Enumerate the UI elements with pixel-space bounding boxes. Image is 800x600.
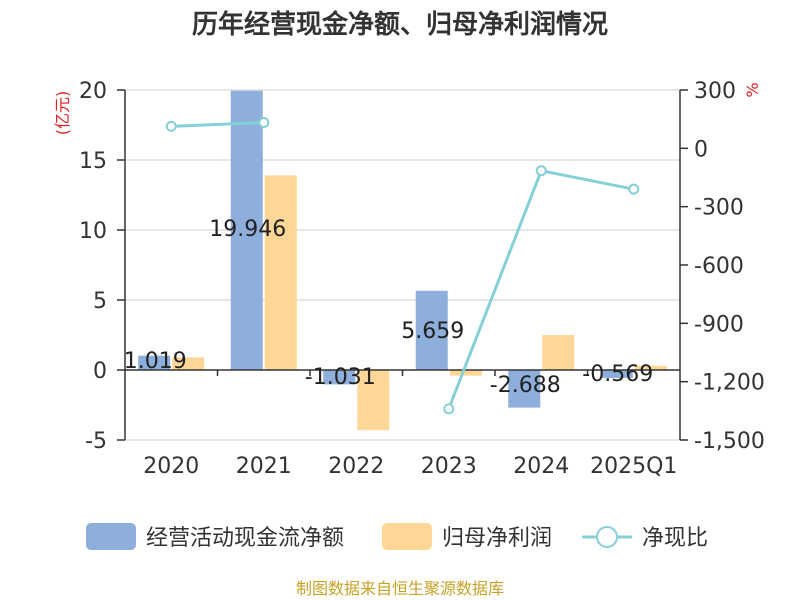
x-tick-label: 2020 — [143, 454, 199, 479]
y-left-tick-label: 10 — [79, 219, 107, 244]
bar-net-profit — [634, 365, 667, 370]
x-tick-label: 2023 — [421, 454, 477, 479]
source-note: 制图数据来自恒生聚源数据库 — [296, 579, 504, 598]
legend-swatch-net-profit — [382, 523, 432, 550]
data-labels: 1.019 19.946 -1.031 5.659 -2.688 -0.569 — [124, 217, 653, 398]
y-left-tick-label: 20 — [79, 79, 107, 104]
y-right-tick-label: -600 — [694, 254, 744, 279]
y-right-unit-label: % — [743, 82, 762, 97]
ratio-point — [628, 183, 640, 195]
legend-swatch-cash-flow — [86, 523, 136, 550]
bar-cash-flow — [230, 90, 263, 371]
grid-lines — [125, 89, 680, 441]
y-right-tick-label: -300 — [694, 196, 744, 221]
bar-net-profit — [449, 370, 482, 376]
bar-net-profit — [264, 175, 297, 370]
x-tick-label: 2021 — [236, 454, 292, 479]
legend-swatch-ratio-marker — [596, 526, 618, 548]
y-left-tick-label: -5 — [85, 429, 107, 454]
ratio-line — [171, 120, 264, 128]
bar-cash-flow — [323, 370, 356, 385]
y-right-tick-label: 0 — [694, 137, 708, 162]
ratio-line-series — [165, 116, 640, 415]
y-left-tick-label: 5 — [93, 289, 107, 314]
data-label-cash-flow: -2.688 — [490, 373, 561, 398]
data-label-cash-flow: 19.946 — [209, 217, 286, 242]
legend[interactable]: 经营活动现金流净额 归母净利润 净现比 — [86, 523, 708, 551]
data-label-cash-flow: -0.569 — [582, 362, 653, 387]
data-label-cash-flow: 5.659 — [401, 319, 464, 344]
x-tick-label: 2024 — [513, 454, 569, 479]
y-right-tick-label: -1,500 — [694, 429, 765, 454]
bar-net-profit — [357, 370, 390, 431]
bar-series — [138, 90, 667, 431]
legend-label-ratio: 净现比 — [642, 526, 708, 551]
bar-cash-flow — [138, 355, 171, 370]
x-tick-label: 2025Q1 — [590, 454, 677, 479]
y-right-tick-label: 300 — [694, 79, 736, 104]
ratio-point — [443, 403, 455, 415]
ratio-point — [535, 165, 547, 177]
y-right-tick-label: -1,200 — [694, 371, 765, 396]
data-label-cash-flow: -1.031 — [305, 365, 376, 390]
y-right-tick-label: -900 — [694, 312, 744, 337]
bar-cash-flow — [415, 290, 448, 370]
bar-cash-flow — [600, 370, 633, 378]
bar-net-profit — [542, 335, 575, 370]
y-left-tick-label: 0 — [93, 359, 107, 384]
ratio-point — [258, 116, 270, 128]
axes: 20 15 10 5 0 -5 (亿元) 300 0 -300 -600 -900 -1,200 -1,5… — [53, 79, 765, 479]
chart-title: 历年经营现金净额、归母净利润情况 — [192, 9, 608, 40]
data-label-cash-flow: 1.019 — [124, 349, 187, 374]
legend-label-net-profit: 归母净利润 — [442, 526, 552, 551]
legend-label-cash-flow: 经营活动现金流净额 — [146, 526, 344, 551]
bar-net-profit — [172, 357, 205, 370]
bar-cash-flow — [508, 370, 541, 408]
ratio-point — [165, 120, 177, 132]
x-tick-label: 2022 — [328, 454, 384, 479]
y-left-unit-label: (亿元) — [53, 91, 72, 136]
y-left-tick-label: 15 — [79, 149, 107, 174]
